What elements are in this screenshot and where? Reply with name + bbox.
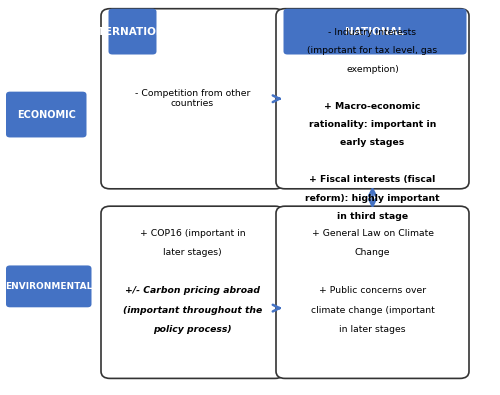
FancyBboxPatch shape (276, 206, 469, 378)
Text: exemption): exemption) (346, 64, 399, 73)
Text: - Industry interests: - Industry interests (328, 28, 416, 37)
FancyBboxPatch shape (101, 206, 284, 378)
FancyBboxPatch shape (101, 9, 284, 189)
Text: + Macro-economic: + Macro-economic (324, 102, 420, 111)
Text: (important for tax level, gas: (important for tax level, gas (308, 46, 438, 55)
Text: ECONOMIC: ECONOMIC (17, 109, 76, 120)
Text: INTERNATIONAL: INTERNATIONAL (86, 26, 180, 37)
FancyBboxPatch shape (6, 92, 86, 137)
FancyBboxPatch shape (108, 9, 156, 55)
Text: rationality: important in: rationality: important in (309, 120, 436, 129)
Text: + Public concerns over: + Public concerns over (319, 286, 426, 295)
Text: + COP16 (important in: + COP16 (important in (140, 229, 246, 238)
Text: +/- Carbon pricing abroad: +/- Carbon pricing abroad (125, 286, 260, 295)
Text: in third stage: in third stage (337, 212, 408, 221)
FancyBboxPatch shape (6, 265, 91, 307)
Text: (important throughout the: (important throughout the (123, 306, 262, 314)
FancyBboxPatch shape (284, 9, 467, 55)
Text: + General Law on Climate: + General Law on Climate (312, 229, 434, 238)
Text: later stages): later stages) (163, 248, 222, 257)
Text: in later stages: in later stages (339, 325, 406, 334)
Text: Change: Change (355, 248, 390, 257)
Text: NATIONAL: NATIONAL (346, 26, 405, 37)
Text: policy process): policy process) (153, 325, 232, 334)
Text: climate change (important: climate change (important (310, 306, 434, 314)
Text: ENVIRONMENTAL: ENVIRONMENTAL (5, 282, 92, 291)
Text: early stages: early stages (340, 138, 404, 147)
Text: + Fiscal interests (fiscal: + Fiscal interests (fiscal (310, 175, 436, 184)
Text: reform): highly important: reform): highly important (305, 194, 440, 203)
Text: - Competition from other
countries: - Competition from other countries (135, 89, 250, 109)
FancyBboxPatch shape (276, 9, 469, 189)
